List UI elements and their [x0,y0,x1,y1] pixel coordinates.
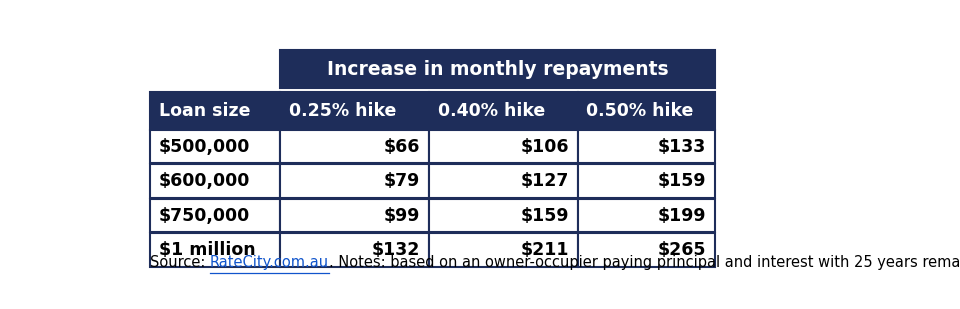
FancyBboxPatch shape [429,199,578,232]
Text: $132: $132 [372,241,420,259]
Text: $99: $99 [383,206,420,225]
FancyBboxPatch shape [280,50,715,88]
Text: Loan size: Loan size [158,102,251,120]
Text: 0.25% hike: 0.25% hike [289,102,396,120]
FancyBboxPatch shape [429,233,578,267]
FancyBboxPatch shape [429,130,578,163]
Text: $133: $133 [658,138,707,155]
FancyBboxPatch shape [150,233,280,267]
FancyBboxPatch shape [578,130,715,163]
Text: 0.40% hike: 0.40% hike [438,102,545,120]
Text: 0.50% hike: 0.50% hike [587,102,694,120]
FancyBboxPatch shape [150,92,280,130]
Text: . Notes: based on an owner-occupier paying principal and interest with 25 years : . Notes: based on an owner-occupier payi… [329,255,960,270]
Text: $127: $127 [520,172,568,190]
FancyBboxPatch shape [280,92,429,130]
Text: $199: $199 [658,206,707,225]
FancyBboxPatch shape [280,164,429,198]
Text: $211: $211 [520,241,568,259]
FancyBboxPatch shape [578,233,715,267]
Text: $600,000: $600,000 [158,172,250,190]
FancyBboxPatch shape [578,199,715,232]
Text: $66: $66 [383,138,420,155]
FancyBboxPatch shape [280,130,429,163]
FancyBboxPatch shape [429,164,578,198]
FancyBboxPatch shape [429,92,578,130]
FancyBboxPatch shape [280,199,429,232]
Text: $159: $159 [658,172,707,190]
Text: $79: $79 [384,172,420,190]
Text: RateCity.com.au: RateCity.com.au [209,255,329,270]
Text: $159: $159 [520,206,568,225]
Text: $750,000: $750,000 [158,206,250,225]
Text: Increase in monthly repayments: Increase in monthly repayments [326,60,668,79]
FancyBboxPatch shape [578,164,715,198]
FancyBboxPatch shape [150,199,280,232]
FancyBboxPatch shape [150,164,280,198]
FancyBboxPatch shape [150,130,280,163]
FancyBboxPatch shape [280,233,429,267]
FancyBboxPatch shape [578,92,715,130]
Text: $1 million: $1 million [158,241,255,259]
Text: $500,000: $500,000 [158,138,250,155]
Text: $265: $265 [658,241,707,259]
Text: $106: $106 [520,138,568,155]
Text: Source:: Source: [150,255,209,270]
